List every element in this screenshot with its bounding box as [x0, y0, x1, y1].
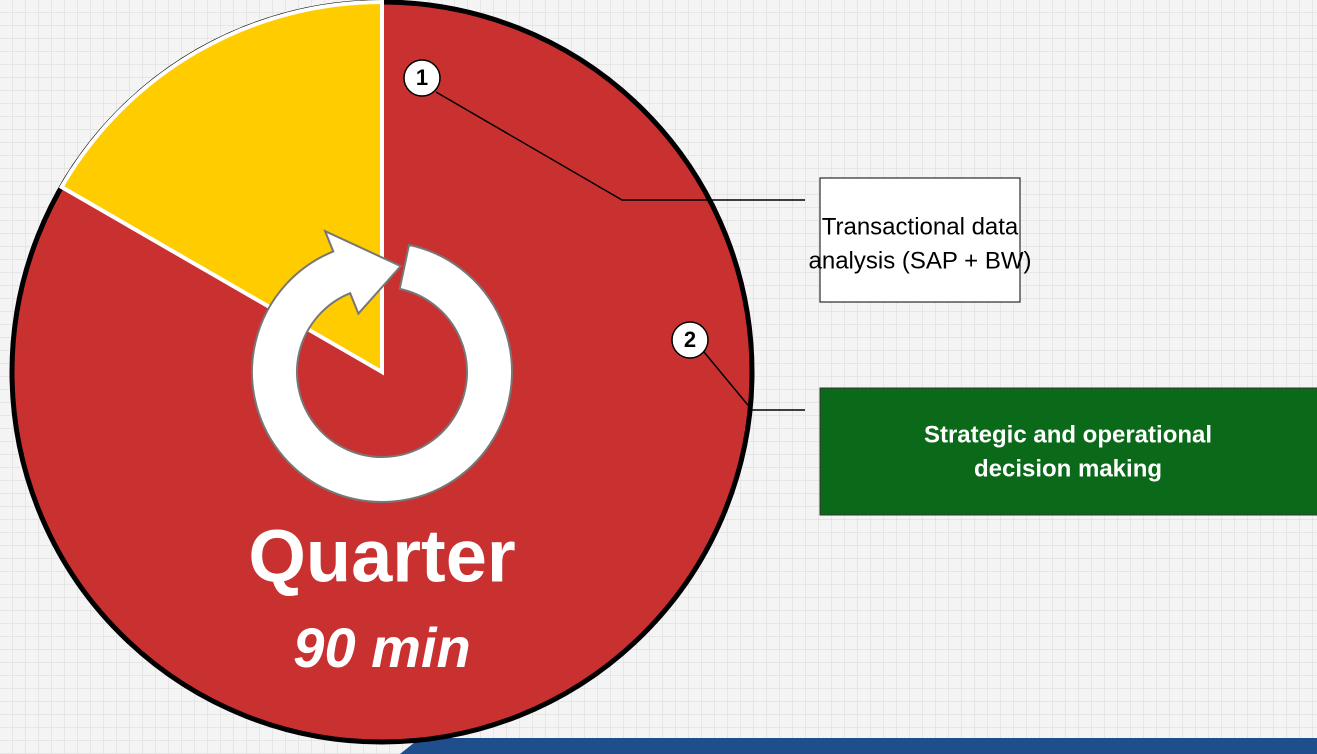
callout-badge [671, 321, 709, 359]
callout-badge [403, 59, 441, 97]
cycle-arrow [251, 229, 513, 503]
footer-bar [400, 738, 1317, 754]
leader-line [703, 351, 805, 411]
callout-label: Transactional data [822, 213, 1019, 240]
callout-label: analysis (SAP + BW) [809, 247, 1032, 274]
callout-box [819, 387, 1317, 516]
center-label: Quarter [248, 515, 515, 598]
callout-label: Strategic and operational [924, 421, 1212, 448]
leader-line [435, 91, 805, 201]
callout-label: decision making [974, 455, 1162, 482]
callout-number: 2 [684, 327, 696, 352]
center-sublabel: 90 min [293, 616, 470, 679]
callout-box [819, 177, 1021, 303]
callout-number: 1 [416, 65, 428, 90]
